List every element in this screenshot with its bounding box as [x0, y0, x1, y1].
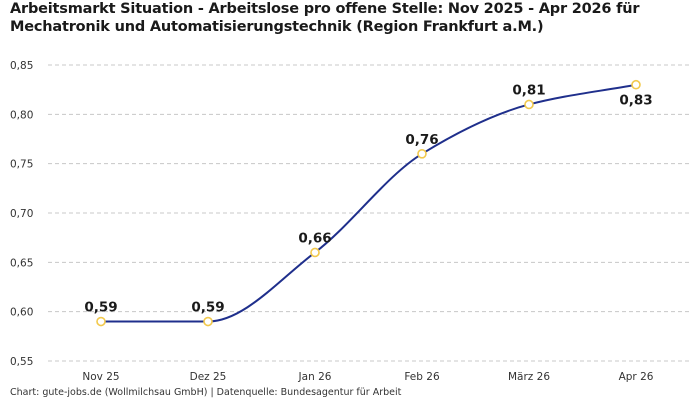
x-tick-label: Apr 26 [619, 371, 654, 383]
x-tick-label: Feb 26 [404, 371, 440, 383]
source-note: Chart: gute-jobs.de (Wollmilchsau GmbH) … [10, 387, 402, 398]
data-label: 0,81 [512, 82, 545, 98]
x-tick-label: März 26 [508, 371, 550, 383]
data-point [203, 316, 213, 327]
x-tick-label: Nov 25 [82, 371, 119, 383]
series-line [100, 83, 637, 323]
chart-title: Arbeitsmarkt Situation - Arbeitslose pro… [10, 0, 694, 36]
chart-title-line-1: Arbeitsmarkt Situation - Arbeitslose pro… [10, 1, 640, 17]
x-tick-label: Jan 26 [298, 371, 332, 383]
y-tick-label: 0,70 [10, 208, 33, 220]
data-markers [96, 79, 641, 327]
data-label: 0,59 [191, 300, 224, 316]
data-label: 0,83 [619, 93, 652, 109]
x-tick-label: Dez 25 [190, 371, 227, 383]
data-label: 0,59 [84, 300, 117, 316]
x-axis-tick-labels: Nov 25 Dez 25 Jan 26 Feb 26 März 26 Apr 26 [82, 371, 653, 383]
y-tick-label: 0,55 [10, 356, 33, 368]
chart-title-line-2: Mechatronik und Automatisierungstechnik … [10, 19, 544, 35]
y-tick-label: 0,85 [10, 60, 33, 72]
data-point [631, 79, 641, 90]
y-tick-label: 0,60 [10, 307, 33, 319]
data-labels: 0,59 0,59 0,66 0,76 0,81 0,83 [84, 82, 652, 315]
data-point [96, 316, 106, 327]
data-point [310, 247, 320, 258]
data-point [524, 99, 534, 110]
y-tick-label: 0,75 [10, 159, 33, 171]
series-line-group [100, 83, 637, 323]
y-tick-label: 0,80 [10, 109, 33, 121]
data-label: 0,76 [405, 132, 438, 148]
data-label: 0,66 [298, 230, 331, 246]
y-tick-label: 0,65 [10, 257, 33, 269]
data-point [417, 149, 427, 159]
y-axis-tick-labels: 0,55 0,60 0,65 0,70 0,75 0,80 0,85 [10, 60, 33, 368]
grid-lines [48, 64, 690, 362]
